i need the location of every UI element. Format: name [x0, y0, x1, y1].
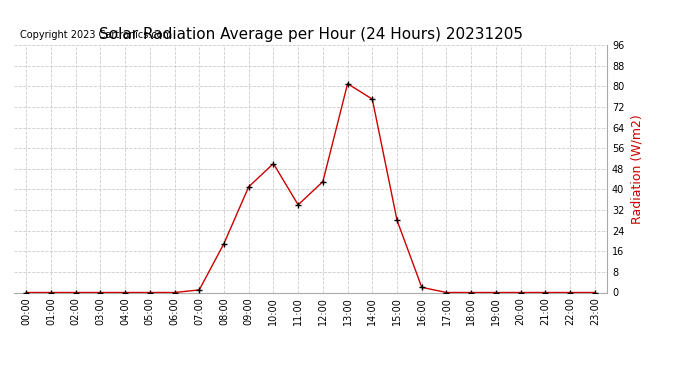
- Y-axis label: Radiation (W/m2): Radiation (W/m2): [630, 114, 643, 224]
- Title: Solar Radiation Average per Hour (24 Hours) 20231205: Solar Radiation Average per Hour (24 Hou…: [99, 27, 522, 42]
- Text: Copyright 2023 Cartronics.com: Copyright 2023 Cartronics.com: [20, 30, 172, 40]
